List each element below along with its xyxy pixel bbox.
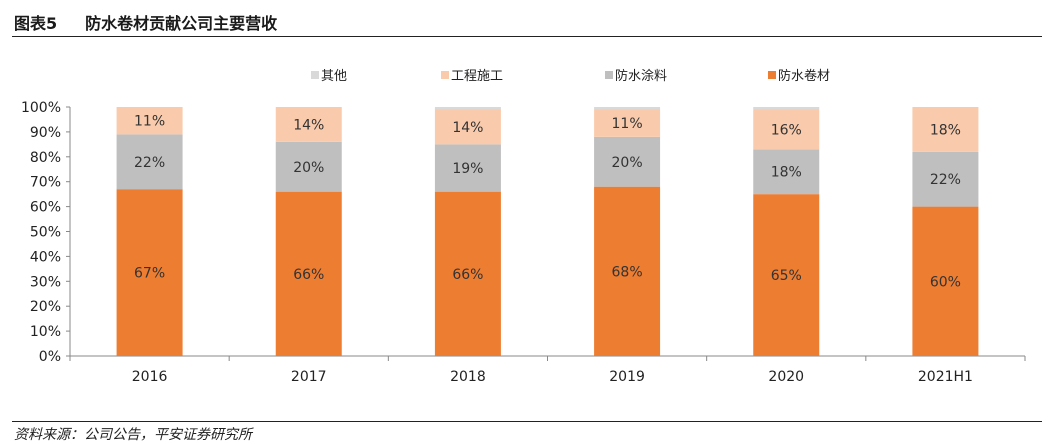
y-tick-label: 40% bbox=[30, 249, 61, 265]
legend-swatch bbox=[311, 71, 319, 79]
x-tick-label: 2016 bbox=[132, 369, 168, 385]
data-label: 22% bbox=[930, 172, 961, 188]
data-label: 67% bbox=[134, 266, 165, 282]
bar-segment bbox=[753, 194, 820, 356]
y-tick-label: 80% bbox=[30, 150, 61, 166]
top-rule bbox=[12, 36, 1042, 37]
legend-swatch bbox=[441, 71, 449, 79]
bar-segment bbox=[912, 151, 979, 207]
x-tick-label: 2020 bbox=[768, 369, 804, 385]
stacked-bar-chart: 0% 10% 20% 30% 40% 50% 60% 70% 80% 90% 100% 67% 22% 1… bbox=[21, 68, 1026, 385]
data-label: 11% bbox=[612, 116, 643, 132]
y-tick-label: 30% bbox=[30, 274, 61, 290]
bar-segment bbox=[275, 191, 342, 356]
data-label: 20% bbox=[612, 155, 643, 171]
bar-segment bbox=[753, 109, 820, 150]
data-label: 19% bbox=[452, 161, 483, 177]
data-label: 14% bbox=[452, 120, 483, 136]
data-label: 18% bbox=[771, 165, 802, 181]
data-label: 66% bbox=[293, 267, 324, 283]
y-tick-label: 10% bbox=[30, 324, 61, 340]
bar-segment bbox=[434, 109, 501, 145]
data-label: 11% bbox=[134, 114, 165, 130]
y-tick-label: 20% bbox=[30, 299, 61, 315]
data-label: 60% bbox=[930, 274, 961, 290]
data-label: 18% bbox=[930, 122, 961, 138]
bar-segment bbox=[116, 189, 183, 356]
legend-swatch bbox=[605, 71, 613, 79]
data-label: 16% bbox=[771, 122, 802, 138]
data-label: 66% bbox=[452, 267, 483, 283]
y-tick-label: 50% bbox=[30, 225, 61, 241]
y-tick-label: 60% bbox=[30, 200, 61, 216]
y-tick-label: 100% bbox=[21, 100, 61, 116]
bar-segment bbox=[434, 107, 501, 110]
bar-segment bbox=[594, 186, 661, 356]
legend-label: 防水卷材 bbox=[778, 68, 830, 84]
bar-segment bbox=[912, 206, 979, 356]
bar-segment bbox=[594, 107, 661, 110]
bar-segment bbox=[594, 109, 661, 137]
x-tick-label: 2017 bbox=[291, 369, 327, 385]
data-label: 65% bbox=[771, 268, 802, 284]
data-label: 68% bbox=[612, 264, 643, 280]
x-tick-label: 2018 bbox=[450, 369, 486, 385]
bar-segment bbox=[434, 191, 501, 356]
legend-label: 工程施工 bbox=[451, 69, 503, 84]
figure-title: 防水卷材贡献公司主要营收 bbox=[85, 14, 278, 33]
bottom-rule bbox=[12, 421, 1042, 422]
y-tick-label: 0% bbox=[39, 349, 61, 365]
bar-segment bbox=[275, 107, 342, 142]
figure-number: 图表5 bbox=[14, 14, 58, 33]
bar-segment bbox=[912, 107, 979, 152]
legend-label: 防水涂料 bbox=[615, 68, 667, 84]
data-label: 14% bbox=[293, 117, 324, 133]
y-tick-label: 70% bbox=[30, 175, 61, 191]
data-label: 20% bbox=[293, 160, 324, 176]
bar-segment bbox=[594, 136, 661, 187]
data-label: 22% bbox=[134, 155, 165, 171]
bar-segment bbox=[753, 107, 820, 110]
bar-segment bbox=[116, 107, 183, 135]
bar-segment bbox=[753, 149, 820, 195]
bar-segment bbox=[434, 144, 501, 192]
source-note: 资料来源：公司公告，平安证券研究所 bbox=[14, 427, 252, 443]
legend-swatch bbox=[768, 71, 776, 79]
bar-segment bbox=[116, 134, 183, 190]
x-tick-label: 2021H1 bbox=[918, 369, 973, 385]
y-tick-label: 90% bbox=[30, 125, 61, 141]
bar-segment bbox=[275, 141, 342, 192]
legend-label: 其他 bbox=[321, 69, 347, 84]
figure-header: 图表5 防水卷材贡献公司主要营收 bbox=[14, 8, 277, 36]
x-tick-label: 2019 bbox=[609, 369, 645, 385]
